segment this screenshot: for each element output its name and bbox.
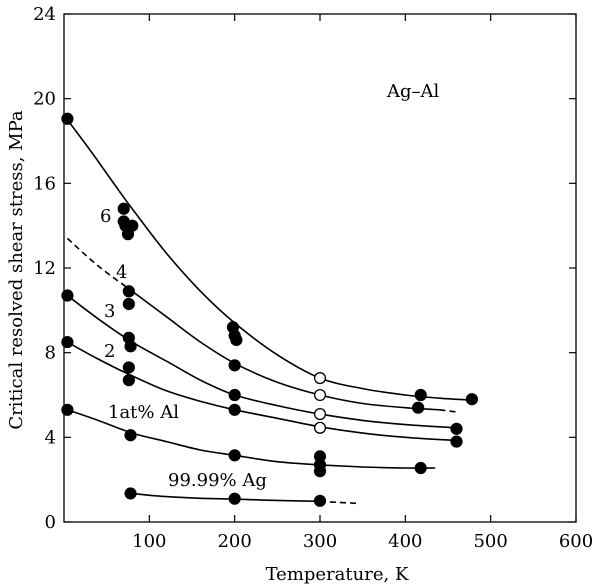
x-tick-label: 100	[132, 531, 166, 552]
y-tick-label: 16	[33, 173, 56, 194]
point-layer	[61, 112, 478, 507]
series-line	[131, 290, 440, 411]
series-line	[67, 341, 457, 442]
series-label: 2	[104, 341, 115, 362]
data-point	[117, 202, 130, 215]
series-line-dashed	[66, 237, 133, 292]
data-point	[124, 487, 137, 500]
data-point	[414, 388, 427, 402]
y-tick-label: 20	[33, 89, 56, 110]
data-point	[122, 285, 135, 298]
data-point	[313, 465, 327, 478]
series-label: 6	[100, 206, 111, 227]
series-label: 3	[104, 301, 115, 322]
data-point-open	[313, 421, 327, 434]
data-point	[124, 429, 137, 442]
x-tick-label: 300	[303, 531, 337, 552]
data-point	[414, 461, 427, 475]
series-label: 4	[116, 262, 127, 283]
annotation-label: Ag–Al	[386, 81, 440, 102]
data-point	[61, 335, 74, 349]
plot-frame	[63, 13, 577, 523]
data-point	[61, 112, 74, 125]
y-tick-label: 8	[45, 343, 56, 364]
data-point	[61, 403, 74, 416]
series-line	[130, 492, 321, 503]
data-point	[450, 435, 463, 448]
series-label-layer: 6 43 2 1at% Al 99.99% Ag	[100, 206, 267, 491]
data-point	[122, 297, 135, 311]
data-point	[313, 494, 327, 507]
y-tick-label: 12	[33, 258, 56, 279]
series-line-dashed-tail	[439, 409, 457, 413]
y-tick-label: 24	[33, 4, 56, 25]
data-point-open	[313, 372, 327, 385]
x-axis-label: Temperature, K	[266, 564, 409, 585]
y-axis-label: Critical resolved shear stress, MPa	[6, 110, 27, 429]
data-point	[124, 340, 137, 353]
data-point	[126, 219, 139, 232]
data-point	[228, 449, 241, 462]
data-point	[122, 374, 135, 387]
x-tick-label: 500	[473, 531, 507, 552]
series-line	[66, 119, 474, 402]
data-point	[228, 359, 241, 372]
x-tick-label: 200	[217, 531, 251, 552]
series-label: 99.99% Ag	[168, 470, 267, 491]
data-point-open	[313, 407, 327, 421]
y-tick-label: 4	[45, 427, 56, 448]
data-point	[228, 403, 241, 416]
data-point	[230, 333, 243, 347]
x-tick-label: 600	[559, 531, 593, 552]
data-point	[465, 393, 478, 406]
data-point	[450, 422, 463, 435]
data-point	[61, 289, 74, 302]
data-point	[412, 401, 425, 414]
y-tick-label: 0	[45, 512, 56, 533]
data-point	[228, 492, 241, 505]
curve-layer	[66, 119, 474, 505]
data-point-open	[313, 388, 327, 402]
data-point	[122, 361, 135, 374]
x-tick-label: 400	[388, 531, 422, 552]
data-point	[228, 388, 241, 402]
series-label: 1at% Al	[108, 402, 179, 423]
